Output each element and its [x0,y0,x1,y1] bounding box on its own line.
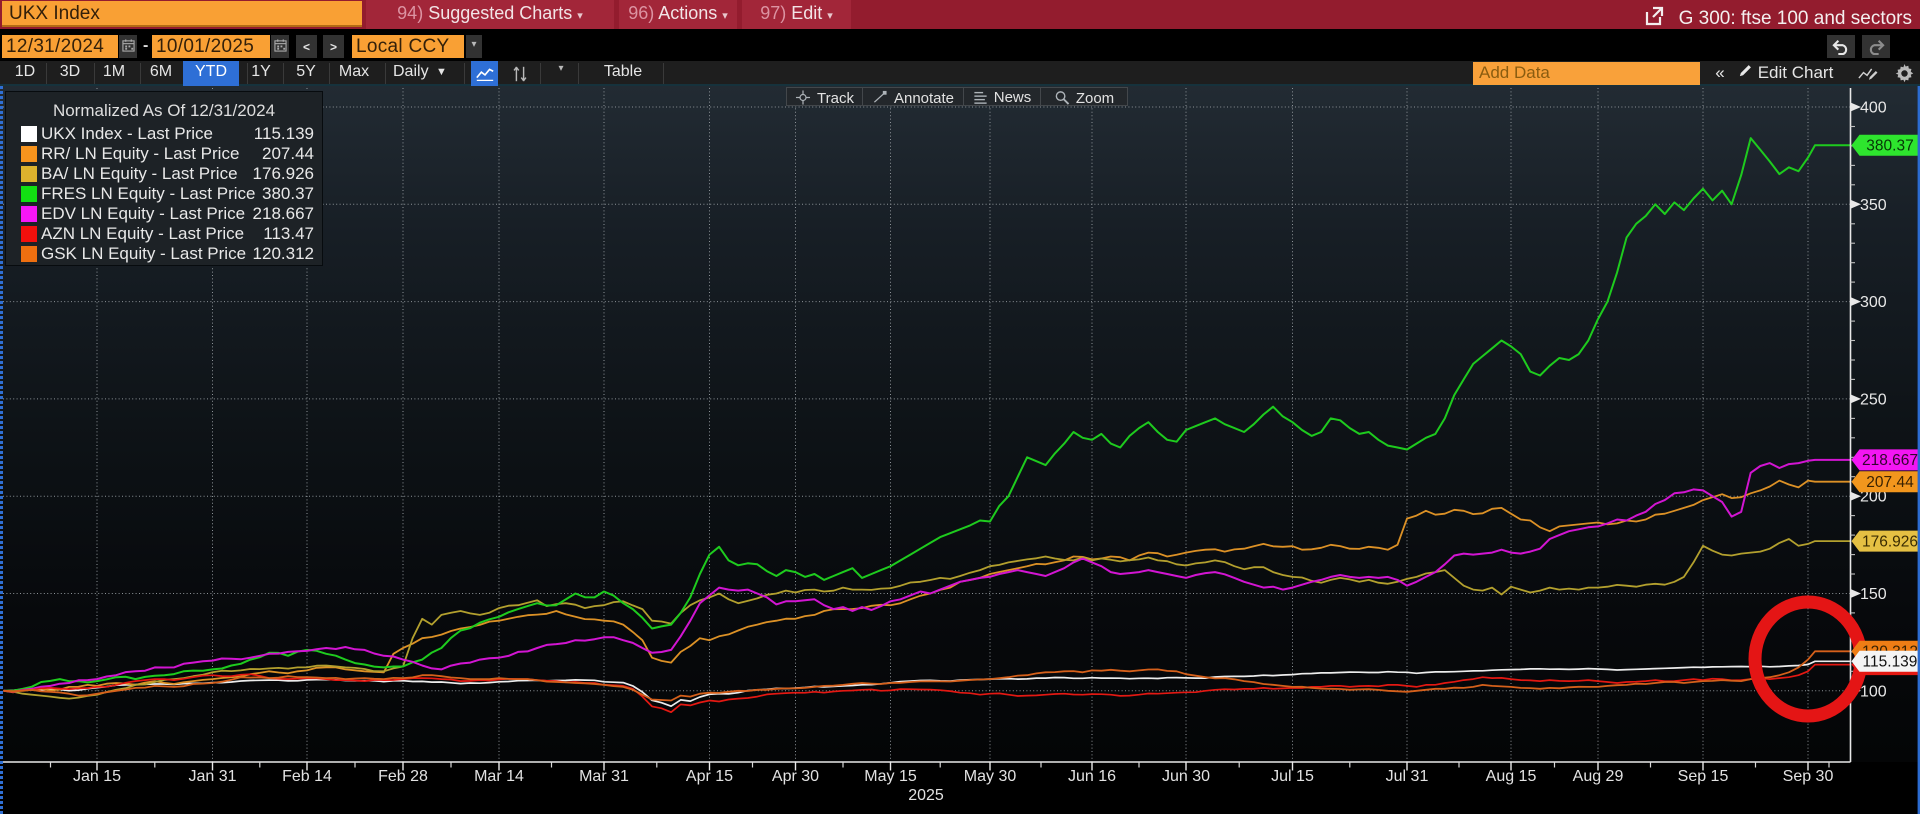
svg-text:May 30: May 30 [964,768,1017,785]
svg-text:400: 400 [1860,100,1887,117]
svg-text:Apr 30: Apr 30 [772,768,819,785]
svg-text:207.44: 207.44 [1866,474,1914,491]
svg-text:Aug 29: Aug 29 [1573,768,1624,785]
svg-text:115.139: 115.139 [1863,654,1918,671]
svg-text:Mar 14: Mar 14 [474,768,524,785]
svg-text:Jul 31: Jul 31 [1386,768,1429,785]
svg-text:Feb 28: Feb 28 [378,768,428,785]
svg-text:Apr 15: Apr 15 [686,768,733,785]
svg-text:Jan 15: Jan 15 [73,768,121,785]
svg-text:Jan 31: Jan 31 [188,768,236,785]
svg-text:Jun 30: Jun 30 [1162,768,1210,785]
svg-text:218.667: 218.667 [1862,452,1918,469]
svg-text:150: 150 [1860,586,1887,603]
svg-text:Jul 15: Jul 15 [1271,768,1314,785]
svg-text:Sep 30: Sep 30 [1783,768,1834,785]
svg-text:2025: 2025 [908,787,944,804]
svg-text:Sep 15: Sep 15 [1678,768,1729,785]
svg-text:Mar 31: Mar 31 [579,768,629,785]
svg-text:Feb 14: Feb 14 [282,768,332,785]
svg-text:200: 200 [1860,489,1887,506]
svg-text:350: 350 [1860,197,1887,214]
svg-text:250: 250 [1860,391,1887,408]
svg-text:Aug 15: Aug 15 [1486,768,1537,785]
svg-text:May 15: May 15 [864,768,917,785]
svg-text:380.37: 380.37 [1866,138,1913,155]
svg-text:176.926: 176.926 [1862,533,1918,550]
svg-text:Jun 16: Jun 16 [1068,768,1116,785]
svg-text:100: 100 [1860,683,1887,700]
svg-text:300: 300 [1860,294,1887,311]
